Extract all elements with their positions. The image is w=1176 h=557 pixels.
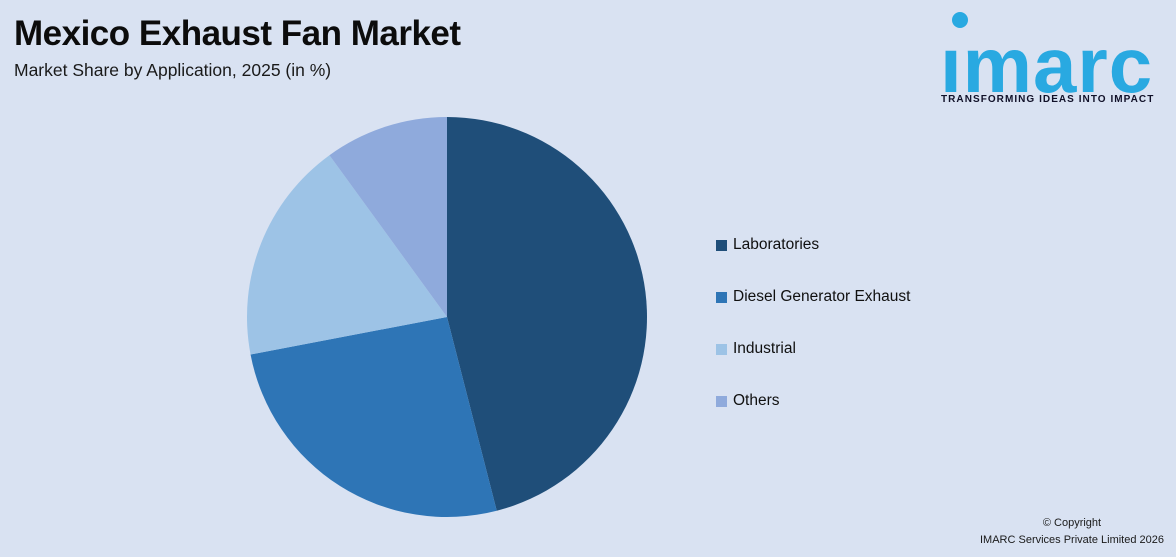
copyright-line1: © Copyright — [1042, 517, 1102, 529]
pie-slice-industrial — [247, 155, 447, 355]
chart-legend: Laboratories Diesel Generator Exhaust Indu… — [716, 236, 910, 410]
header: Mexico Exhaust Fan Market Market Share b… — [14, 14, 461, 81]
legend-label: Others — [733, 392, 780, 409]
pie-chart-svg — [247, 117, 648, 518]
imarc-wordmark: ımarc — [940, 21, 1154, 109]
legend-swatch-icon — [716, 343, 727, 355]
logo-i-dot-icon — [952, 12, 968, 28]
legend-item-diesel-generator-exhaust: Diesel Generator Exhaust — [716, 288, 910, 306]
pie-slice-others — [329, 117, 447, 317]
legend-swatch-icon — [716, 291, 727, 303]
legend-swatch-icon — [716, 239, 727, 251]
page-title: Mexico Exhaust Fan Market — [14, 14, 461, 53]
legend-swatch-icon — [716, 395, 727, 407]
legend-label: Laboratories — [733, 236, 820, 253]
imarc-logo: ımarc TRANSFORMING IDEAS INTO IMPACT — [940, 0, 1172, 112]
legend-label: Industrial — [733, 340, 796, 357]
copyright-line2: IMARC Services Private Limited 2026 — [979, 534, 1164, 546]
pie-slice-laboratories — [447, 117, 648, 511]
legend-item-industrial: Industrial — [716, 340, 910, 358]
pie-slice-diesel-generator-exhaust — [250, 317, 497, 518]
page-subtitle: Market Share by Application, 2025 (in %) — [14, 60, 332, 80]
legend-item-others: Others — [716, 392, 910, 410]
copyright: © Copyright IMARC Services Private Limit… — [980, 515, 1164, 549]
pie-chart — [246, 116, 648, 518]
logo-tagline: TRANSFORMING IDEAS INTO IMPACT — [941, 94, 1155, 105]
legend-item-laboratories: Laboratories — [716, 236, 910, 254]
legend-label: Diesel Generator Exhaust — [733, 288, 911, 305]
